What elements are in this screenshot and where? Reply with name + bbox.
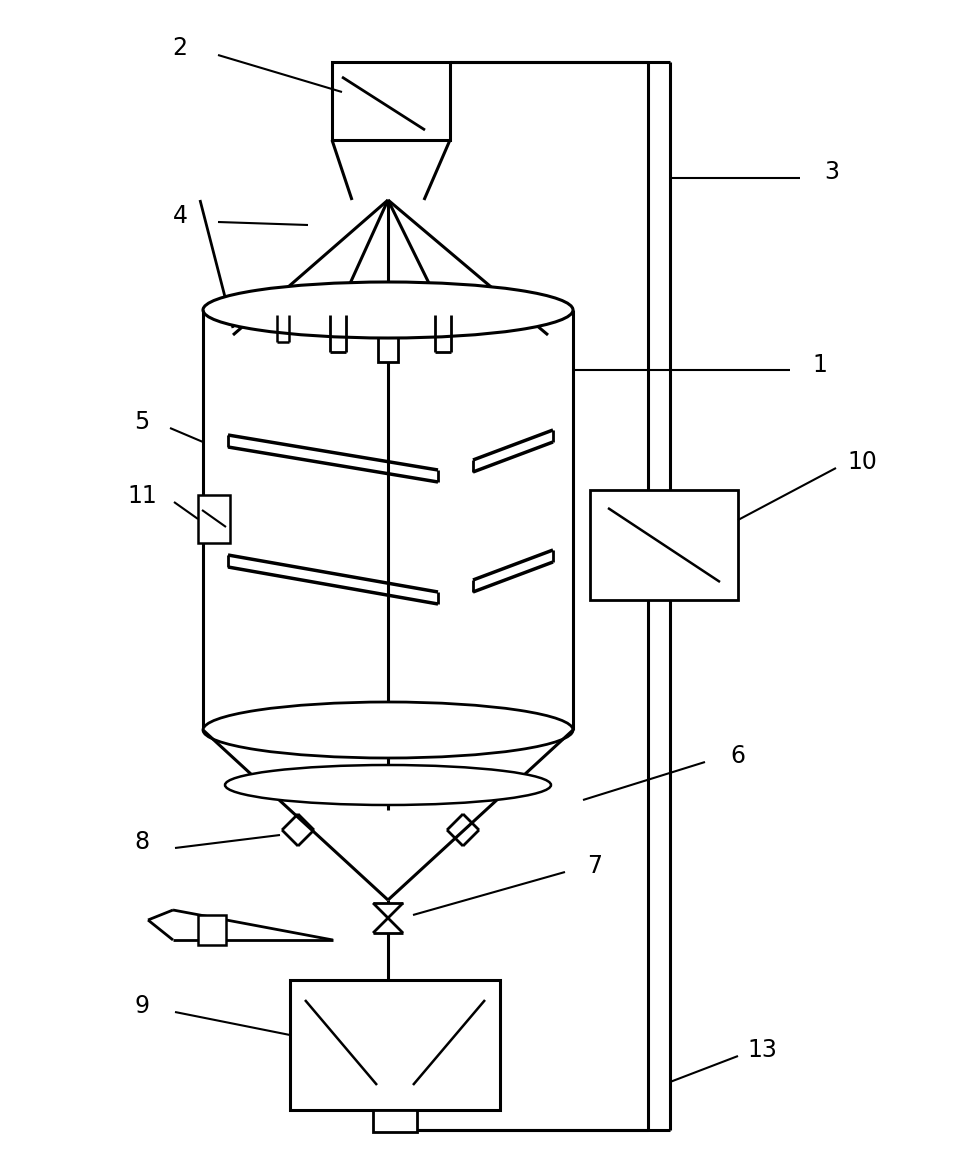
Ellipse shape (225, 765, 551, 805)
Ellipse shape (203, 702, 573, 758)
Text: 5: 5 (134, 410, 150, 434)
Text: 1: 1 (812, 353, 827, 377)
Bar (590, 490, 738, 600)
Text: 6: 6 (730, 744, 746, 768)
Text: 2: 2 (172, 36, 187, 60)
Text: 11: 11 (127, 484, 157, 508)
Text: 7: 7 (587, 853, 603, 878)
Bar (198, 915, 226, 945)
Bar (332, 62, 450, 140)
Bar (378, 321, 398, 362)
Text: 10: 10 (847, 450, 877, 474)
Bar (198, 495, 230, 544)
Text: 13: 13 (747, 1038, 777, 1062)
Bar (373, 1109, 417, 1132)
Text: 9: 9 (134, 994, 150, 1018)
Text: 8: 8 (134, 830, 150, 853)
Text: 4: 4 (172, 204, 187, 228)
Ellipse shape (203, 282, 573, 338)
Bar (290, 980, 500, 1109)
Text: 3: 3 (824, 160, 840, 184)
